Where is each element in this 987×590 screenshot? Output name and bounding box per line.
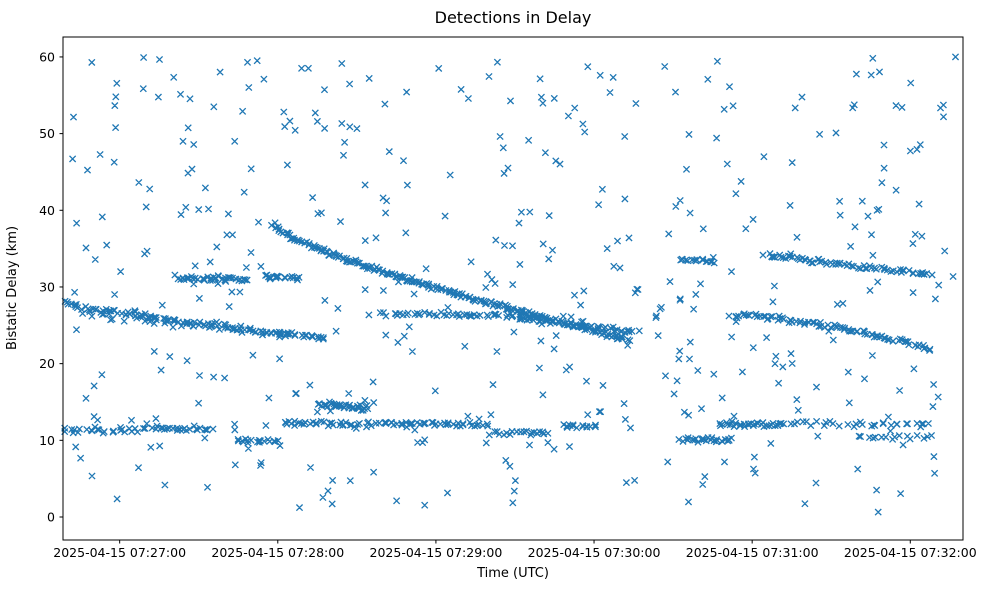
y-axis-label: Bistatic Delay (km): [5, 226, 20, 350]
x-tick-label: 2025-04-15 07:28:00: [211, 545, 344, 560]
axis-ticks: 2025-04-15 07:27:00 2025-04-15 07:28:00 20…: [39, 49, 977, 560]
y-tick-label: 40: [39, 203, 55, 218]
x-tick-label: 2025-04-15 07:32:00: [844, 545, 977, 560]
x-tick-label: 2025-04-15 07:27:00: [53, 545, 186, 560]
axes-frame: [62, 36, 964, 541]
x-axis-label: Time (UTC): [476, 566, 549, 581]
y-tick-label: 0: [47, 509, 55, 524]
y-tick-label: 30: [39, 279, 55, 294]
plot-area: [63, 37, 963, 540]
y-tick-label: 50: [39, 126, 55, 141]
x-tick-label: 2025-04-15 07:31:00: [686, 545, 819, 560]
y-tick-label: 60: [39, 49, 55, 64]
y-tick-label: 10: [39, 433, 55, 448]
scatter-marker-path: [61, 53, 960, 516]
scatter-points: [61, 53, 960, 516]
chart-title: Detections in Delay: [435, 8, 592, 27]
x-tick-label: 2025-04-15 07:29:00: [370, 545, 503, 560]
y-tick-label: 20: [39, 356, 55, 371]
x-tick-label: 2025-04-15 07:30:00: [528, 545, 661, 560]
